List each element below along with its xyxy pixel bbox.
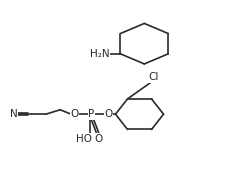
- Text: O: O: [70, 109, 79, 119]
- Text: HO: HO: [76, 134, 92, 144]
- Text: O: O: [95, 134, 103, 144]
- Text: O: O: [104, 109, 113, 119]
- Text: Cl: Cl: [149, 72, 159, 82]
- Text: H₂N: H₂N: [90, 49, 110, 59]
- Text: P: P: [88, 109, 95, 119]
- Text: N: N: [9, 109, 17, 119]
